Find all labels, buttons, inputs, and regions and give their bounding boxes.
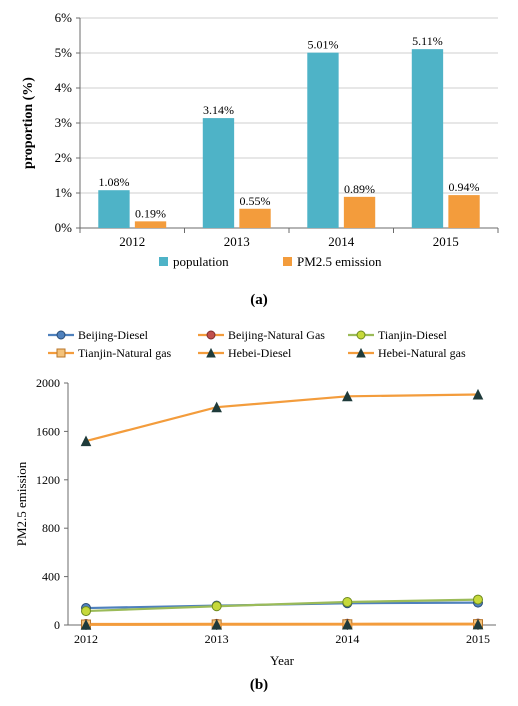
svg-text:6%: 6% xyxy=(55,10,73,25)
svg-text:2%: 2% xyxy=(55,150,73,165)
svg-text:1600: 1600 xyxy=(36,424,60,438)
bar xyxy=(448,195,479,228)
svg-text:Tianjin-Diesel: Tianjin-Diesel xyxy=(378,328,448,342)
svg-text:2014: 2014 xyxy=(335,632,359,646)
svg-text:0%: 0% xyxy=(55,220,73,235)
bar xyxy=(203,118,234,228)
svg-text:400: 400 xyxy=(42,570,60,584)
svg-text:5.01%: 5.01% xyxy=(307,38,338,52)
bar xyxy=(344,197,375,228)
svg-text:0.55%: 0.55% xyxy=(240,194,271,208)
bar xyxy=(307,53,338,228)
svg-text:population: population xyxy=(173,254,229,269)
svg-text:1%: 1% xyxy=(55,185,73,200)
svg-text:4%: 4% xyxy=(55,80,73,95)
svg-text:5.11%: 5.11% xyxy=(412,34,443,48)
svg-text:0: 0 xyxy=(54,618,60,632)
svg-text:3%: 3% xyxy=(55,115,73,130)
bar xyxy=(98,190,129,228)
svg-text:0.19%: 0.19% xyxy=(135,206,166,220)
svg-text:2012: 2012 xyxy=(119,234,145,249)
svg-text:PM2.5 emission: PM2.5 emission xyxy=(297,254,382,269)
figure-container: 0% 1% 2% 3% 4% 5% 6% proportion (%) 1.08% 0.19% 20… xyxy=(0,0,518,706)
svg-text:3.14%: 3.14% xyxy=(203,103,234,117)
series-line xyxy=(86,394,478,441)
svg-text:2015: 2015 xyxy=(433,234,459,249)
bar xyxy=(412,49,443,228)
svg-text:0.94%: 0.94% xyxy=(449,180,480,194)
svg-text:Hebei-Diesel: Hebei-Diesel xyxy=(228,346,292,360)
panel-b-label: (b) xyxy=(10,677,508,694)
svg-text:1200: 1200 xyxy=(36,473,60,487)
bar xyxy=(239,209,270,228)
svg-text:2013: 2013 xyxy=(205,632,229,646)
svg-text:Beijing-Natural Gas: Beijing-Natural Gas xyxy=(228,328,325,342)
svg-text:5%: 5% xyxy=(55,45,73,60)
svg-text:2015: 2015 xyxy=(466,632,490,646)
svg-text:1.08%: 1.08% xyxy=(98,175,129,189)
svg-text:800: 800 xyxy=(42,521,60,535)
svg-text:PM2.5 emission: PM2.5 emission xyxy=(14,461,29,546)
svg-text:2000: 2000 xyxy=(36,376,60,390)
svg-text:proportion (%): proportion (%) xyxy=(21,77,36,169)
svg-text:0.89%: 0.89% xyxy=(344,182,375,196)
svg-text:Beijing-Diesel: Beijing-Diesel xyxy=(78,328,149,342)
svg-text:2012: 2012 xyxy=(74,632,98,646)
chart-b: Beijing-Diesel Beijing-Natural Gas Tianjin… xyxy=(10,323,508,673)
svg-text:2014: 2014 xyxy=(328,234,355,249)
svg-text:Tianjin-Natural gas: Tianjin-Natural gas xyxy=(78,346,172,360)
svg-text:2013: 2013 xyxy=(224,234,250,249)
panel-a-label: (a) xyxy=(10,292,508,309)
svg-text:Hebei-Natural gas: Hebei-Natural gas xyxy=(378,346,466,360)
svg-text:Year: Year xyxy=(270,653,295,668)
chart-a: 0% 1% 2% 3% 4% 5% 6% proportion (%) 1.08% 0.19% 20… xyxy=(10,8,508,288)
bar xyxy=(135,221,166,228)
